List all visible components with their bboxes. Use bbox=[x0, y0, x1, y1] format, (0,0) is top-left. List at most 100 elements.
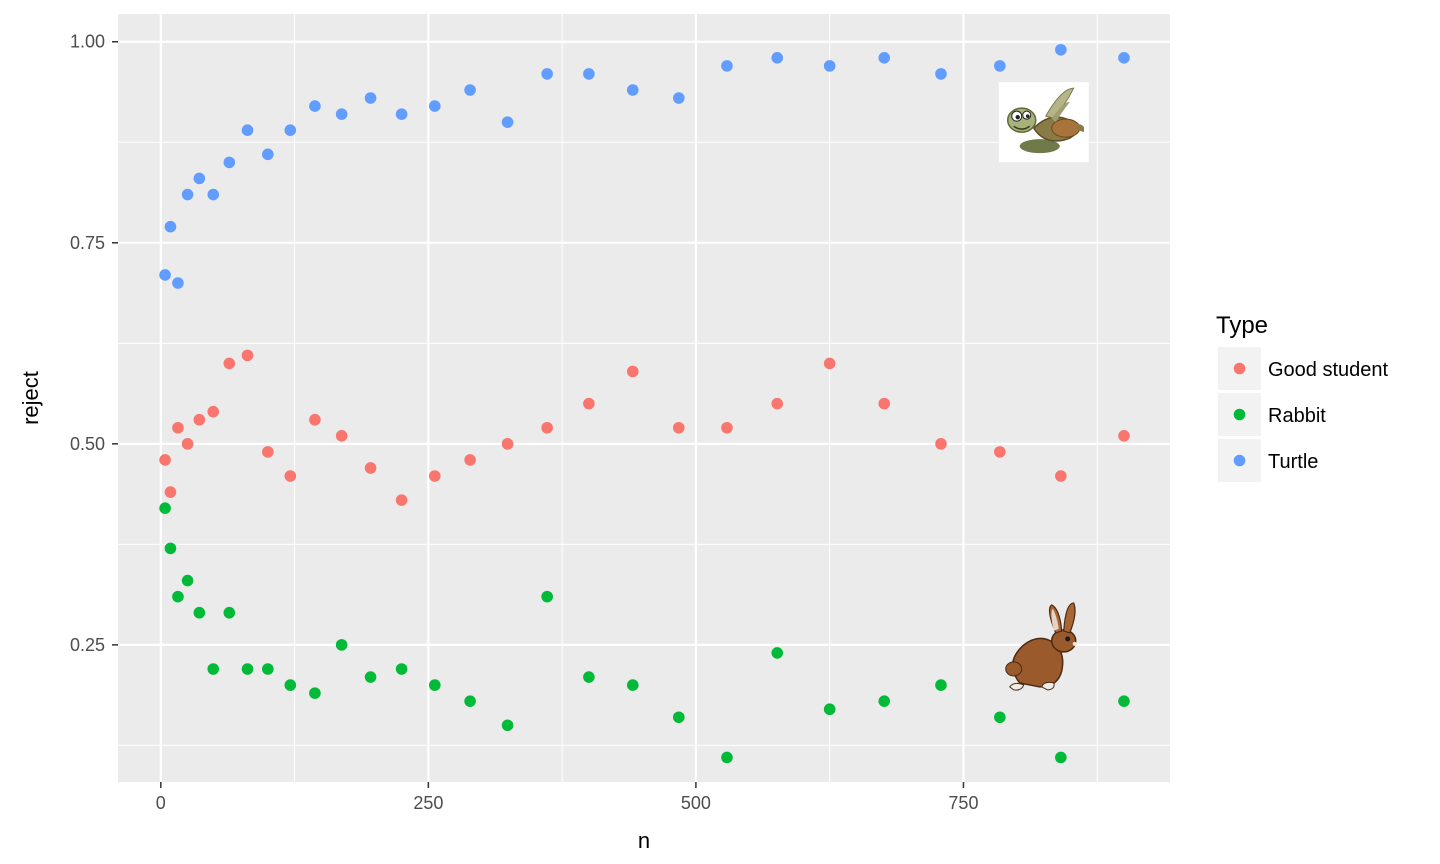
point-good-student-6 bbox=[223, 357, 236, 370]
point-rabbit-12 bbox=[364, 671, 377, 683]
point-good-student-3 bbox=[181, 438, 194, 450]
grid-minor bbox=[118, 14, 1170, 782]
point-turtle-6 bbox=[223, 156, 236, 169]
point-turtle-20 bbox=[672, 92, 685, 104]
point-rabbit-14 bbox=[428, 679, 441, 691]
x-tick-label-0: 0 bbox=[156, 793, 166, 813]
point-turtle-0 bbox=[159, 269, 171, 281]
point-rabbit-0 bbox=[159, 502, 171, 514]
point-turtle-2 bbox=[172, 277, 184, 289]
point-good-student-19 bbox=[626, 365, 639, 378]
point-rabbit-16 bbox=[501, 719, 514, 732]
point-good-student-16 bbox=[501, 438, 514, 450]
point-turtle-19 bbox=[626, 84, 639, 96]
point-turtle-10 bbox=[309, 100, 321, 112]
point-rabbit-21 bbox=[721, 751, 733, 764]
point-turtle-5 bbox=[207, 188, 220, 201]
point-good-student-7 bbox=[241, 349, 254, 362]
point-turtle-13 bbox=[395, 108, 408, 120]
y-tick-label-0: 0.25 bbox=[70, 635, 105, 655]
point-rabbit-28 bbox=[1118, 695, 1130, 707]
turtle-image bbox=[998, 82, 1089, 163]
point-good-student-11 bbox=[335, 429, 348, 442]
point-turtle-22 bbox=[771, 52, 784, 64]
point-good-student-2 bbox=[172, 421, 184, 434]
y-tick-label-1: 0.50 bbox=[70, 434, 105, 454]
point-rabbit-13 bbox=[395, 663, 408, 675]
point-rabbit-4 bbox=[193, 606, 206, 619]
point-turtle-8 bbox=[262, 148, 274, 161]
point-good-student-21 bbox=[721, 421, 733, 434]
point-good-student-27 bbox=[1055, 470, 1067, 482]
y-axis-title: reject bbox=[18, 371, 43, 425]
point-turtle-11 bbox=[335, 108, 348, 120]
point-turtle-25 bbox=[935, 68, 947, 80]
point-turtle-7 bbox=[241, 124, 254, 137]
point-turtle-21 bbox=[721, 60, 733, 72]
point-rabbit-1 bbox=[164, 542, 177, 555]
point-rabbit-10 bbox=[309, 687, 321, 699]
point-good-student-4 bbox=[193, 413, 206, 426]
y-axis: 0.25 0.50 0.75 1.00 bbox=[70, 32, 118, 655]
point-rabbit-3 bbox=[181, 574, 194, 587]
legend-title: Type bbox=[1216, 312, 1268, 339]
x-tick-label-3: 750 bbox=[948, 793, 978, 813]
point-turtle-26 bbox=[994, 60, 1006, 72]
point-turtle-23 bbox=[823, 60, 836, 72]
point-good-student-12 bbox=[364, 462, 377, 474]
point-good-student-28 bbox=[1118, 429, 1130, 442]
point-good-student-26 bbox=[994, 446, 1006, 458]
legend: Type Good student Rabbit Turtle bbox=[1216, 312, 1389, 482]
point-good-student-14 bbox=[428, 470, 441, 482]
x-tick-label-2: 500 bbox=[681, 793, 711, 813]
point-rabbit-5 bbox=[207, 663, 220, 675]
point-rabbit-20 bbox=[672, 711, 685, 724]
point-rabbit-17 bbox=[541, 590, 553, 603]
grid-major bbox=[118, 14, 1170, 782]
point-good-student-15 bbox=[464, 454, 476, 466]
point-good-student-8 bbox=[262, 446, 274, 458]
legend-label-good-student: Good student bbox=[1268, 359, 1389, 381]
point-rabbit-15 bbox=[464, 695, 476, 707]
point-rabbit-25 bbox=[935, 679, 947, 691]
point-good-student-10 bbox=[309, 413, 321, 426]
y-tick-label-2: 0.75 bbox=[70, 233, 105, 253]
x-tick-label-1: 250 bbox=[413, 793, 443, 813]
point-rabbit-11 bbox=[335, 639, 348, 651]
point-good-student-0 bbox=[159, 454, 171, 466]
point-turtle-28 bbox=[1118, 52, 1130, 64]
point-rabbit-9 bbox=[284, 679, 297, 691]
point-good-student-17 bbox=[541, 421, 553, 434]
point-good-student-23 bbox=[823, 357, 836, 370]
point-turtle-4 bbox=[193, 172, 206, 185]
y-tick-label-3: 1.00 bbox=[70, 32, 105, 52]
point-good-student-18 bbox=[583, 397, 595, 410]
x-axis-title: n bbox=[638, 828, 650, 853]
point-turtle-12 bbox=[364, 92, 377, 104]
point-turtle-27 bbox=[1055, 43, 1067, 56]
point-good-student-22 bbox=[771, 397, 784, 410]
data-points bbox=[159, 43, 1130, 764]
point-rabbit-6 bbox=[223, 606, 236, 619]
point-rabbit-22 bbox=[771, 647, 784, 659]
point-turtle-17 bbox=[541, 68, 553, 80]
point-good-student-5 bbox=[207, 405, 220, 418]
point-good-student-9 bbox=[284, 470, 297, 482]
point-rabbit-23 bbox=[823, 703, 836, 716]
point-turtle-3 bbox=[181, 188, 194, 201]
point-rabbit-19 bbox=[626, 679, 639, 691]
point-turtle-18 bbox=[583, 68, 595, 80]
point-rabbit-24 bbox=[878, 695, 891, 707]
point-turtle-1 bbox=[164, 220, 177, 233]
point-turtle-9 bbox=[284, 124, 297, 137]
point-rabbit-18 bbox=[583, 671, 595, 683]
legend-swatch-turtle bbox=[1233, 454, 1246, 467]
legend-label-rabbit: Rabbit bbox=[1268, 405, 1326, 427]
point-good-student-20 bbox=[672, 421, 685, 434]
legend-swatch-rabbit bbox=[1233, 408, 1246, 421]
point-turtle-14 bbox=[428, 100, 441, 112]
point-rabbit-26 bbox=[994, 711, 1006, 724]
point-turtle-16 bbox=[501, 116, 514, 128]
legend-label-turtle: Turtle bbox=[1268, 451, 1318, 473]
